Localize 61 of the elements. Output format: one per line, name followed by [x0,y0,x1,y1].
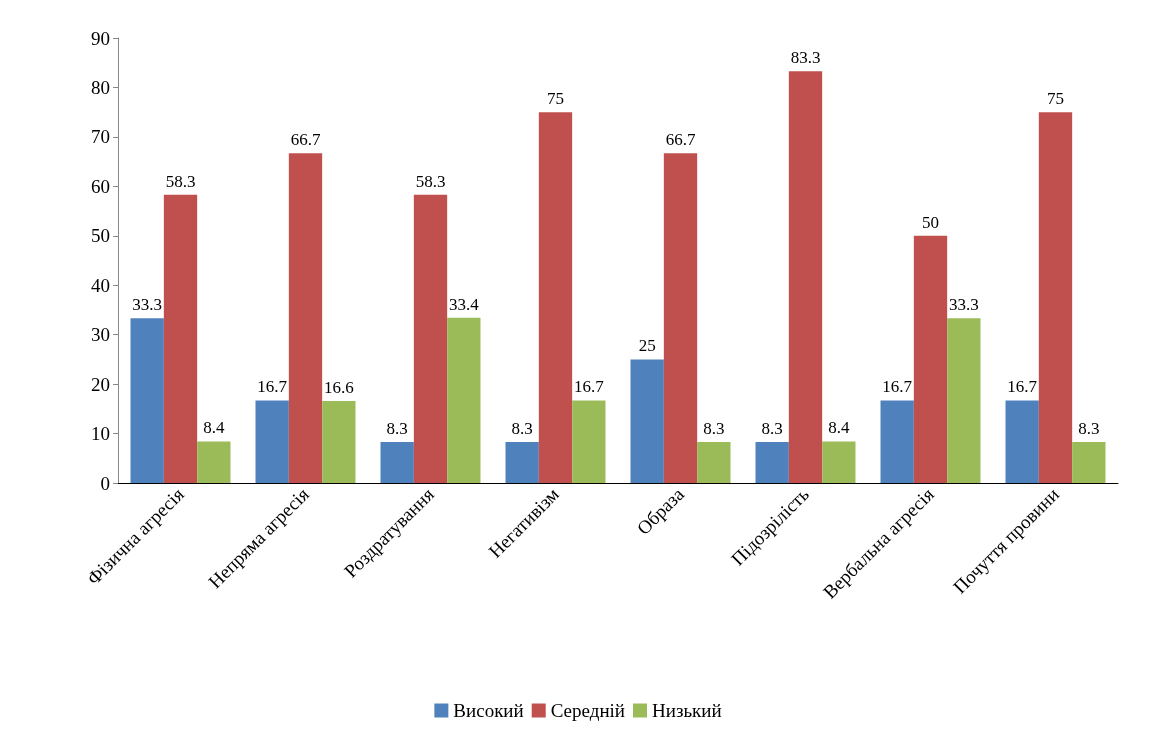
bar [322,400,356,483]
data-label: 8.3 [1078,418,1100,438]
data-label: 66.7 [665,130,696,150]
data-label: 33.4 [448,294,480,314]
bar [947,318,981,483]
data-label: 33.3 [948,295,979,315]
data-label: 8.4 [203,418,225,438]
data-label: 8.3 [386,418,408,438]
bar [697,441,731,483]
bar [255,400,289,483]
bar [413,194,448,483]
data-label: 8.3 [703,418,725,438]
data-label: 50 [922,212,939,232]
bar [788,71,823,483]
bar [447,317,481,483]
bar [1072,441,1106,483]
data-label: 83.3 [790,48,821,68]
data-label: 16.6 [323,377,354,397]
bar [822,441,856,483]
bar [1038,112,1073,483]
data-label: 16.7 [1007,377,1038,397]
bar [505,441,539,483]
legend-label: Низький [652,700,722,721]
data-label: 16.7 [257,377,288,397]
y-tick-label: 40 [91,274,110,296]
bar [197,441,231,483]
data-label: 75 [547,89,564,109]
data-label: 25 [638,336,656,356]
data-label: 8.3 [761,418,783,438]
bar [538,112,573,483]
y-tick-label: 30 [91,324,110,346]
bar [130,318,164,483]
y-tick-label: 50 [91,225,110,247]
data-label: 33.3 [132,295,163,315]
bar [755,441,789,483]
y-tick-label: 0 [100,472,110,494]
data-label: 75 [1047,89,1064,109]
y-tick-label: 20 [91,373,110,395]
y-tick-label: 10 [91,423,110,445]
legend-label: Середній [550,700,626,721]
bar [913,235,948,483]
bar [572,400,606,483]
y-tick-label: 60 [91,175,110,197]
data-label: 16.7 [573,377,605,397]
bar [288,153,323,483]
data-label: 58.3 [415,171,446,191]
y-tick-label: 90 [91,27,110,49]
data-label: 58.3 [165,171,196,191]
data-label: 16.7 [882,377,913,397]
data-label: 66.7 [290,130,321,150]
bar [880,400,914,483]
y-tick-label: 80 [91,76,110,98]
bar [163,194,198,483]
data-label: 8.3 [511,418,533,438]
bar [663,153,698,483]
legend-label: Високий [453,700,524,721]
bar [1005,400,1039,483]
bar [630,359,664,483]
data-label: 8.4 [828,418,850,438]
bar [380,441,414,483]
y-tick-label: 70 [91,126,110,148]
